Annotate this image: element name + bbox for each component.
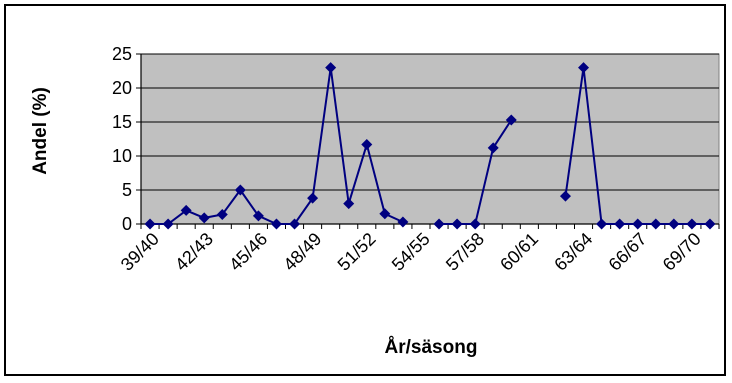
y-tick-label: 15 (112, 112, 132, 132)
x-axis-title: År/säsong (385, 337, 478, 358)
data-point-marker (270, 218, 282, 230)
line-chart: 0 5 10 15 20 25 39/40 42/43 45/46 48/49 51/52 54/5… (30, 44, 720, 358)
data-point-marker (144, 218, 156, 230)
data-point-marker (451, 218, 463, 230)
data-point-marker (361, 138, 373, 150)
x-tick-label: 69/70 (659, 229, 705, 275)
y-tick-label: 20 (112, 78, 132, 98)
data-point-marker (343, 198, 355, 210)
chart-frame: 0 5 10 15 20 25 39/40 42/43 45/46 48/49 51/52 54/5… (4, 4, 726, 376)
data-point-marker (216, 208, 228, 220)
data-point-marker (559, 190, 571, 202)
y-tick-label: 25 (112, 44, 132, 64)
x-tick-label: 48/49 (279, 229, 325, 275)
data-point-marker (198, 212, 210, 224)
y-tick-label: 5 (122, 180, 132, 200)
data-point-marker (632, 218, 644, 230)
y-axis-title: Andel (%) (30, 87, 51, 175)
data-point-marker (469, 218, 481, 230)
y-tick-label: 0 (122, 214, 132, 234)
x-tick-label: 60/61 (496, 229, 542, 275)
data-point-marker (307, 192, 319, 204)
data-point-marker (704, 218, 716, 230)
data-point-marker (180, 204, 192, 216)
x-tick-label: 45/46 (225, 229, 271, 275)
x-tick-label: 42/43 (171, 229, 217, 275)
data-point-marker (162, 218, 174, 230)
data-point-marker (578, 62, 590, 74)
y-tick-label: 10 (112, 146, 132, 166)
data-point-marker (596, 218, 608, 230)
data-point-marker (252, 210, 264, 222)
x-tick-label: 66/67 (605, 229, 651, 275)
data-point-marker (686, 218, 698, 230)
data-point-marker (397, 216, 409, 228)
data-point-marker (379, 208, 391, 220)
x-tick-label: 54/55 (388, 229, 434, 275)
data-point-marker (505, 114, 517, 126)
x-tick-label: 63/64 (550, 229, 596, 275)
data-point-marker (433, 218, 445, 230)
data-point-marker (487, 142, 499, 154)
x-tick-label: 39/40 (117, 229, 163, 275)
plot-background (140, 53, 720, 225)
data-point-marker (614, 218, 626, 230)
x-tick-label: 57/58 (442, 229, 488, 275)
data-point-marker (289, 218, 301, 230)
x-tick-label: 51/52 (334, 229, 380, 275)
data-point-marker (325, 62, 337, 74)
data-point-marker (650, 218, 662, 230)
data-point-marker (668, 218, 680, 230)
data-point-marker (234, 184, 246, 196)
